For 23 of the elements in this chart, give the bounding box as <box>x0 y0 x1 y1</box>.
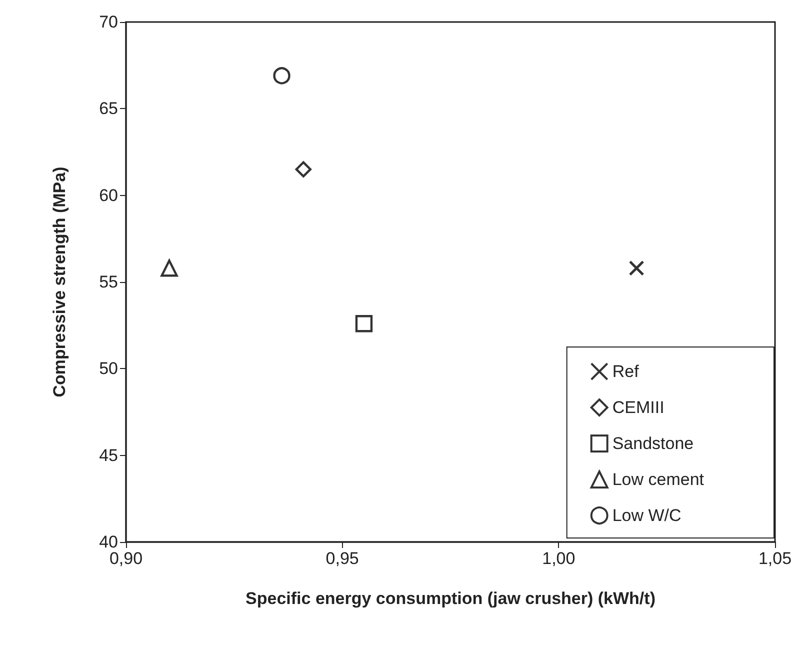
y-tick-label: 40 <box>99 532 118 552</box>
y-axis-title: Compressive strength (MPa) <box>50 166 69 398</box>
legend-label: Ref <box>612 362 640 381</box>
legend-label: Low W/C <box>612 506 682 525</box>
x-tick-label: 0,90 <box>109 549 143 568</box>
point <box>295 161 312 178</box>
x-tick-label: 0,95 <box>326 549 359 568</box>
y-tick-label: 60 <box>99 186 118 205</box>
y-tick-label: 65 <box>99 99 118 118</box>
x-tick-label: 1,00 <box>542 549 576 568</box>
y-tick-label: 45 <box>99 446 118 465</box>
legend-label: Low cement <box>612 470 704 489</box>
point <box>628 260 644 276</box>
point <box>273 67 290 84</box>
x-axis-title: Specific energy consumption (jaw crusher) (kWh/t) <box>246 589 656 608</box>
y-tick-label: 50 <box>99 359 118 378</box>
point <box>355 315 373 332</box>
x-tick-label: 1,05 <box>758 549 792 568</box>
point <box>160 260 178 277</box>
y-tick-label: 70 <box>99 12 118 32</box>
legend-label: CEMIII <box>612 398 664 417</box>
y-tick-label: 55 <box>99 272 118 292</box>
legend-label: Sandstone <box>612 434 694 453</box>
